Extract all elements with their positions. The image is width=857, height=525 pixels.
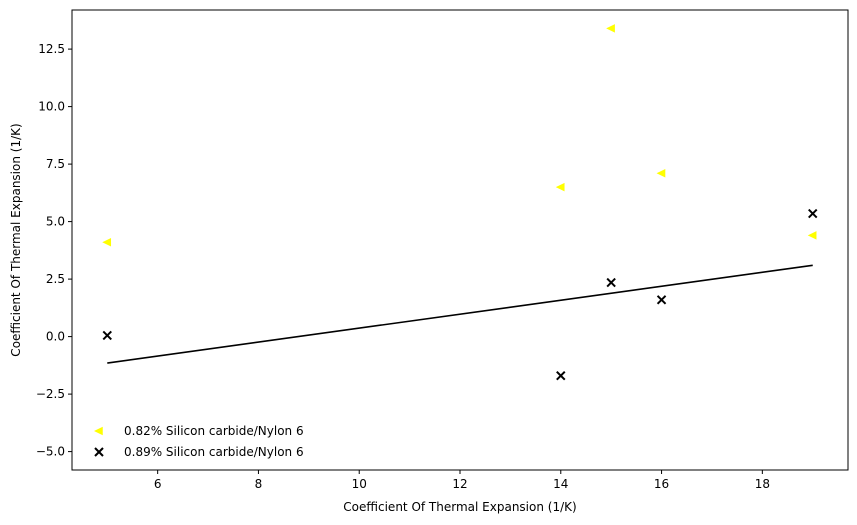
x-tick-label: 16	[654, 477, 669, 491]
legend-marker	[94, 447, 104, 457]
legend-x-icon	[94, 447, 104, 457]
data-point-x	[808, 208, 818, 219]
data-point-x	[606, 277, 616, 288]
x-tick-label: 18	[755, 477, 770, 491]
legend-item: 0.89% Silicon carbide/Nylon 6	[94, 445, 304, 459]
series-1	[102, 208, 818, 381]
trend-line	[107, 264, 813, 364]
legend-marker	[94, 426, 103, 436]
x-tick-label: 14	[553, 477, 568, 491]
x-axis-ticks: 6 8 10 12 14 16 18	[154, 470, 770, 491]
data-point-x	[556, 370, 566, 381]
y-tick-label: −5.0	[36, 445, 65, 459]
legend-label: 0.82% Silicon carbide/Nylon 6	[124, 424, 304, 438]
y-axis-label: Coefficient Of Thermal Expansion (1/K)	[9, 123, 23, 356]
legend-label: 0.89% Silicon carbide/Nylon 6	[124, 445, 304, 459]
legend-item: 0.82% Silicon carbide/Nylon 6	[94, 424, 304, 438]
y-tick-label: 5.0	[46, 215, 65, 229]
x-axis-label: Coefficient Of Thermal Expansion (1/K)	[343, 500, 576, 514]
legend-triangle-icon	[94, 426, 103, 436]
legend: 0.82% Silicon carbide/Nylon 6 0.89% Sili…	[94, 424, 304, 459]
plot-content	[102, 24, 818, 381]
data-point-triangle	[606, 24, 615, 33]
x-tick-label: 8	[255, 477, 263, 491]
series-0	[102, 24, 817, 247]
y-axis-ticks: −5.0 −2.5 0.0 2.5 5.0 7.5 10.0 12.5	[36, 42, 72, 459]
x-tick-label: 10	[352, 477, 367, 491]
data-point-x	[102, 330, 112, 341]
y-tick-label: 10.0	[38, 100, 65, 114]
plot-frame	[71, 9, 849, 471]
data-point-triangle	[102, 238, 112, 247]
y-tick-label: 2.5	[46, 272, 65, 286]
data-point-triangle	[656, 169, 666, 178]
x-tick-label: 12	[452, 477, 467, 491]
data-point-x	[656, 295, 667, 305]
y-tick-label: 12.5	[38, 42, 65, 56]
y-tick-label: 0.0	[46, 330, 65, 344]
x-tick-label: 6	[154, 477, 162, 491]
data-point-triangle	[555, 182, 565, 192]
data-point-triangle	[807, 231, 817, 240]
y-tick-label: 7.5	[46, 157, 65, 171]
y-tick-label: −2.5	[36, 387, 65, 401]
